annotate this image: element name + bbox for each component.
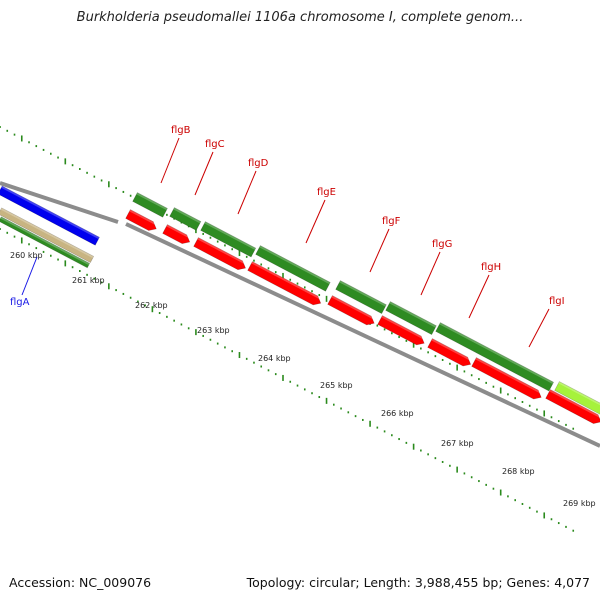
kbp-label: 269 kbp: [563, 499, 596, 508]
green-gene-segment: [255, 245, 331, 292]
kbp-label: 261 kbp: [72, 276, 105, 285]
cds-arrow: [427, 338, 474, 367]
gene-leader-line: [160, 137, 180, 184]
green-gene-segment: [132, 192, 168, 218]
gene-label-flgB: flgB: [171, 125, 191, 136]
kbp-label: 265 kbp: [320, 381, 353, 390]
gene-leader-line: [194, 151, 214, 196]
gene-label-flgC: flgC: [205, 139, 225, 150]
flga-green-feature: [0, 216, 91, 269]
kbp-label: 262 kbp: [135, 301, 168, 310]
cds-arrow: [162, 224, 193, 244]
map-title: Burkholderia pseudomallei 1106a chromoso…: [76, 10, 524, 25]
gene-labels: flgA flgB flgC flgD flgE flgF flgG flgH flgI: [10, 125, 565, 348]
feature-tracks: [0, 181, 600, 448]
green-gene-segment: [200, 221, 257, 258]
green-gene-segment: [169, 207, 202, 231]
coordinate-labels: 260 kbp 261 kbp 262 kbp 263 kbp 264 kbp 265 k…: [10, 251, 596, 508]
gene-leader-line: [305, 199, 326, 244]
cds-arrow: [193, 237, 248, 271]
green-gene-segment: [335, 280, 387, 315]
cds-arrow: [247, 261, 324, 306]
inner-tick-row: [0, 228, 575, 532]
cds-arrow: [327, 295, 377, 326]
tan-feature: [0, 207, 95, 263]
kbp-label: 266 kbp: [381, 409, 414, 418]
kbp-label: 267 kbp: [441, 439, 474, 448]
topology-label: Topology: circular; Length: 3,988,455 bp…: [246, 575, 590, 590]
gene-leader-line: [369, 228, 390, 273]
cds-arrow: [545, 389, 600, 424]
kbp-label: 263 kbp: [197, 326, 230, 335]
green-gene-segment: [385, 301, 437, 336]
flga-blue-feature: [0, 185, 100, 246]
gene-label-flgI: flgI: [549, 296, 565, 307]
gene-label-flgD: flgD: [248, 158, 269, 169]
kbp-label: 268 kbp: [502, 467, 535, 476]
gene-label-flgA: flgA: [10, 297, 30, 308]
backbone-left: [0, 181, 119, 224]
gene-leader-line: [420, 251, 441, 296]
gene-leader-line: [237, 170, 257, 215]
backbone-right: [125, 222, 600, 448]
accession-label: Accession: NC_009076: [9, 575, 152, 590]
cds-arrow: [471, 357, 544, 400]
cds-arrow: [125, 209, 159, 231]
gene-label-flgH: flgH: [481, 262, 501, 273]
gene-label-flgG: flgG: [432, 239, 452, 250]
kbp-label: 260 kbp: [10, 251, 43, 260]
kbp-label: 264 kbp: [258, 354, 291, 363]
gene-label-flgF: flgF: [382, 216, 401, 227]
gene-leader-line: [528, 308, 550, 348]
gene-leader-line: [21, 256, 38, 296]
gene-leader-line: [468, 274, 490, 319]
gene-label-flgE: flgE: [317, 187, 336, 198]
lime-feature: [554, 381, 600, 419]
cds-arrow: [377, 315, 427, 346]
green-gene-segment: [435, 322, 555, 392]
